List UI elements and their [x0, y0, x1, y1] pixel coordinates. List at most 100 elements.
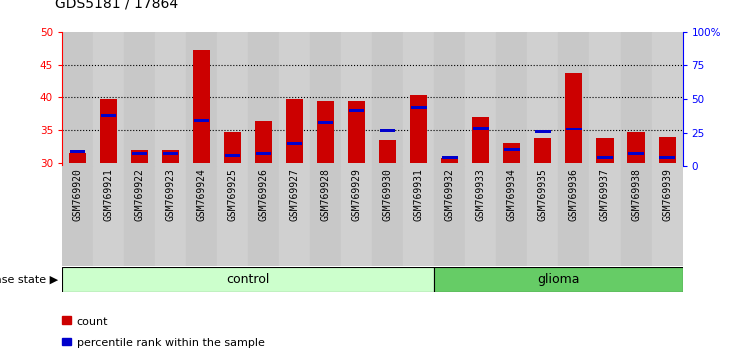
Bar	[342, 32, 372, 166]
Bar	[101, 114, 116, 117]
Bar	[528, 166, 558, 266]
Bar	[628, 132, 645, 163]
Bar	[466, 166, 496, 266]
Text: GSM769921: GSM769921	[104, 169, 114, 221]
Text: GSM769929: GSM769929	[352, 169, 362, 221]
Bar	[596, 138, 613, 163]
Bar	[496, 166, 528, 266]
Bar	[652, 166, 683, 266]
Bar	[434, 267, 683, 292]
Text: GSM769936: GSM769936	[569, 169, 579, 221]
Text: control: control	[226, 273, 270, 286]
Bar	[279, 166, 310, 266]
Bar	[380, 140, 396, 163]
Bar	[310, 32, 342, 166]
Bar	[658, 137, 675, 163]
Bar	[279, 32, 310, 166]
Text: GSM769935: GSM769935	[538, 169, 548, 221]
Bar	[155, 32, 186, 166]
Bar	[558, 166, 590, 266]
Text: GSM769927: GSM769927	[290, 169, 300, 221]
Bar	[372, 32, 404, 166]
Bar	[186, 166, 218, 266]
Bar	[496, 32, 528, 166]
Bar	[620, 32, 652, 166]
Bar	[659, 156, 675, 159]
Text: disease state ▶: disease state ▶	[0, 275, 58, 285]
Bar	[566, 73, 583, 163]
Text: count: count	[77, 317, 108, 327]
Bar	[287, 142, 302, 145]
Bar	[93, 166, 124, 266]
Text: GSM769937: GSM769937	[600, 169, 610, 221]
Text: GSM769923: GSM769923	[166, 169, 176, 221]
Bar	[132, 152, 147, 155]
Text: GSM769932: GSM769932	[445, 169, 455, 221]
Text: GSM769920: GSM769920	[72, 169, 82, 221]
Text: glioma: glioma	[537, 273, 580, 286]
Bar	[504, 143, 520, 163]
Bar	[472, 117, 489, 163]
Text: GSM769924: GSM769924	[196, 169, 207, 221]
Text: GSM769925: GSM769925	[228, 169, 238, 221]
Bar	[348, 101, 365, 163]
Bar	[100, 99, 117, 163]
Bar	[535, 130, 550, 133]
Bar	[534, 138, 551, 163]
Bar	[124, 32, 155, 166]
Bar	[248, 166, 279, 266]
Bar	[566, 127, 582, 131]
Bar	[590, 166, 620, 266]
Bar	[124, 166, 155, 266]
Bar	[194, 119, 210, 122]
Bar	[225, 154, 240, 157]
Text: GDS5181 / 17864: GDS5181 / 17864	[55, 0, 178, 11]
Text: GSM769931: GSM769931	[414, 169, 424, 221]
Bar	[218, 166, 248, 266]
Bar	[411, 106, 426, 109]
Bar	[70, 150, 85, 153]
Text: GSM769938: GSM769938	[631, 169, 641, 221]
Bar	[404, 32, 434, 166]
Bar	[193, 50, 210, 163]
Bar	[286, 99, 303, 163]
Text: GSM769933: GSM769933	[476, 169, 486, 221]
Text: GSM769930: GSM769930	[383, 169, 393, 221]
Bar	[62, 267, 434, 292]
Bar	[372, 166, 404, 266]
Bar	[410, 95, 427, 163]
Bar	[163, 152, 178, 155]
Bar	[380, 129, 396, 132]
Bar	[504, 148, 520, 152]
Bar	[652, 32, 683, 166]
Bar	[473, 127, 488, 130]
Bar	[442, 156, 458, 159]
Bar	[310, 166, 342, 266]
Bar	[349, 109, 364, 112]
Bar	[255, 121, 272, 163]
Text: percentile rank within the sample: percentile rank within the sample	[77, 338, 264, 348]
Bar	[256, 152, 272, 155]
Bar	[597, 156, 612, 159]
Bar	[224, 132, 241, 163]
Bar	[590, 32, 620, 166]
Bar	[155, 166, 186, 266]
Bar	[62, 166, 93, 266]
Bar	[404, 166, 434, 266]
Bar	[186, 32, 218, 166]
Bar	[248, 32, 279, 166]
Bar	[93, 32, 124, 166]
Bar	[62, 32, 93, 166]
Text: GSM769926: GSM769926	[258, 169, 269, 221]
Text: GSM769934: GSM769934	[507, 169, 517, 221]
Bar	[434, 166, 466, 266]
Text: GSM769939: GSM769939	[662, 169, 672, 221]
Bar	[318, 121, 334, 124]
Text: GSM769928: GSM769928	[320, 169, 331, 221]
Bar	[558, 32, 590, 166]
Bar	[528, 32, 558, 166]
Bar	[69, 153, 86, 163]
Text: GSM769922: GSM769922	[134, 169, 145, 221]
Bar	[620, 166, 652, 266]
Bar	[629, 152, 644, 155]
